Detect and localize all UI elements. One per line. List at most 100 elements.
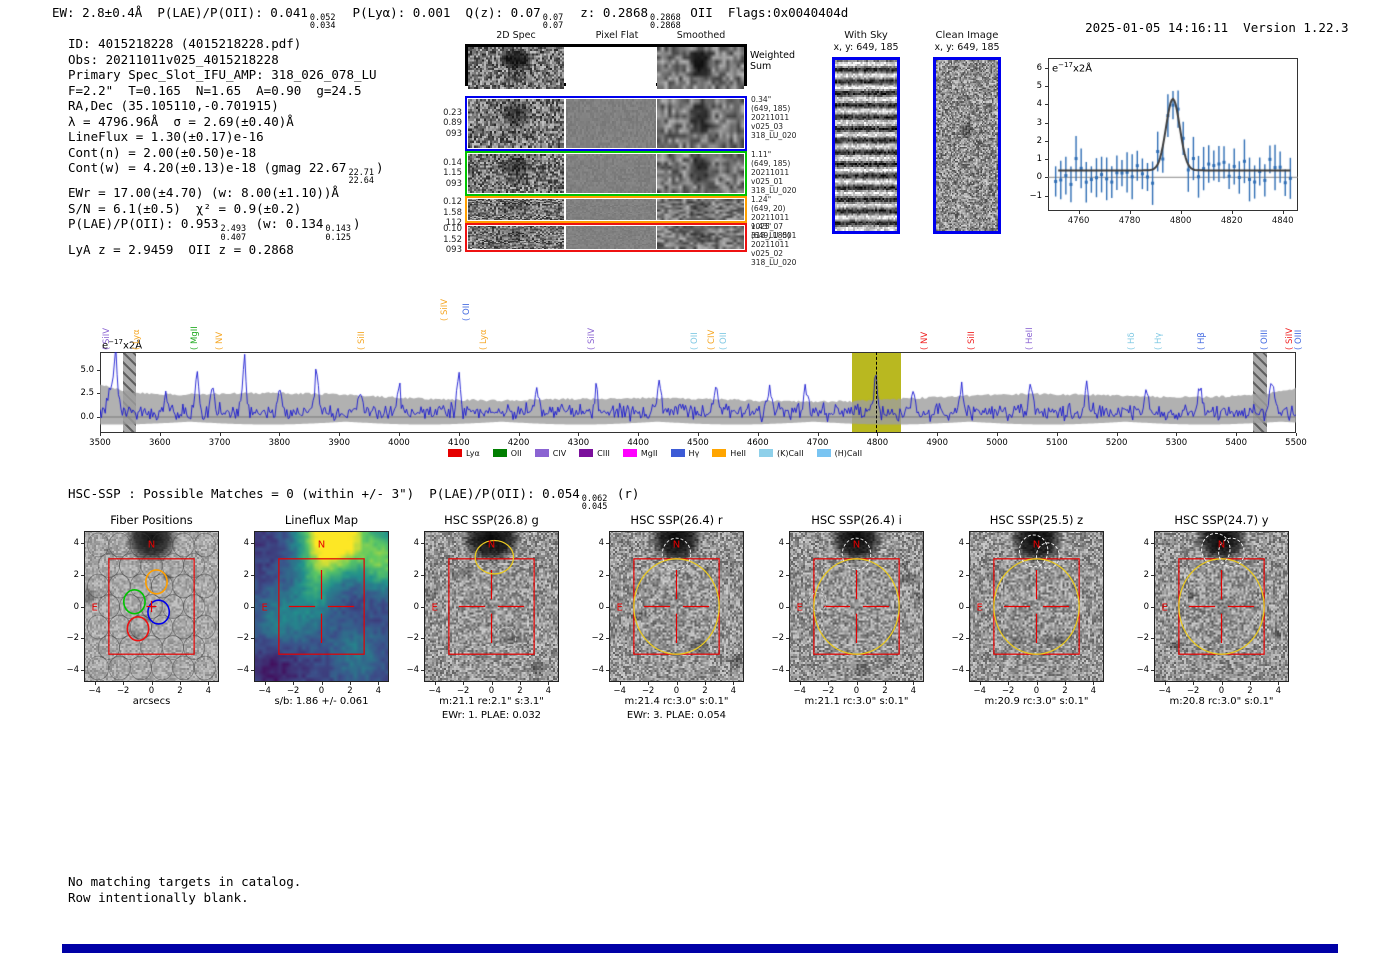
fiber-footprint-circle — [193, 532, 216, 558]
catalog-source-dashed-circle — [841, 537, 872, 571]
legend-label: OII — [510, 448, 522, 458]
fiber-annotation-line: 20211011 — [751, 113, 790, 122]
spec2d-row-weights: 0.14 1.15 093 — [428, 158, 462, 190]
x-tick-mark — [491, 682, 493, 685]
fiber-weight-value: 0.89 — [443, 118, 462, 128]
x-tick-mark — [123, 682, 125, 685]
legend-label: MgII — [640, 448, 658, 458]
fiber-annotation-line: v025_02 — [751, 249, 784, 258]
x-tick-mark — [219, 433, 221, 436]
emission-line-label: ( SiII — [967, 331, 978, 350]
emission-line-label: ( HeII — [1025, 327, 1036, 350]
legend-item: MgII — [622, 448, 658, 458]
fiber-footprint-circle — [140, 594, 163, 619]
x-tick-mark — [1093, 682, 1095, 685]
x-tick-label: 4 — [910, 686, 917, 696]
target-crosshair — [288, 569, 355, 644]
y-tick-label: 0 — [1036, 172, 1042, 183]
fiber-annotation-line: 318_LU_020 — [751, 131, 797, 140]
text-part: ) — [352, 216, 361, 232]
legend-swatch — [448, 449, 462, 457]
x-tick-mark — [518, 433, 520, 436]
aperture-circle — [1178, 558, 1265, 655]
fiber-weight-value: 0.23 — [443, 107, 462, 118]
fiber-footprint-circle — [129, 614, 152, 640]
emission-line-label: ( SiIV — [440, 298, 451, 321]
legend-swatch — [816, 449, 831, 457]
y-tick-label: 4 — [413, 537, 419, 548]
x-tick-mark — [159, 433, 161, 436]
panel-title-y: HSC SSP(24.7) y — [1174, 513, 1269, 527]
y-tick-mark — [966, 670, 969, 672]
x-tick-mark — [94, 682, 96, 685]
spec2d-row — [465, 196, 747, 223]
main-plot-unit-label: e−17x2Å — [102, 338, 143, 352]
x-tick-mark — [817, 433, 819, 436]
x-tick-label: 4 — [375, 686, 382, 696]
y-tick-mark — [1045, 177, 1048, 179]
spec2d-row-weights: 0.10 1.52 093 — [428, 224, 462, 256]
smoothed-image — [657, 99, 744, 148]
text-part: Flags:0x0040404d — [727, 5, 849, 20]
emission-line-label: ( Hγ — [1153, 332, 1164, 350]
main-spectrum-canvas — [100, 352, 1296, 433]
x-tick-label: 0 — [1033, 686, 1040, 696]
emission-line-label: ( NV — [919, 331, 930, 350]
x-tick-mark — [704, 682, 706, 685]
emission-line-label: ( OII — [690, 332, 701, 350]
y-tick-label: 3 — [1036, 117, 1042, 128]
x-tick-mark — [378, 682, 380, 685]
y-tick-mark — [606, 606, 609, 608]
y-tick-mark — [1151, 606, 1154, 608]
text-part: F=2.2" T=0.165 N=1.65 A=0.90 g=24.5 — [68, 82, 362, 98]
compass-north-label: N — [1218, 540, 1225, 551]
spec2d-image — [468, 226, 564, 249]
selected-fiber-circle — [122, 589, 146, 615]
emission-line-label: ( OII — [718, 332, 729, 350]
legend-label: (H)CaII — [834, 448, 863, 458]
y-tick-label: −4 — [236, 665, 249, 676]
panel-title-lineflux: Lineflux Map — [284, 513, 359, 527]
fiber-weight-value: 0.12 — [443, 197, 462, 207]
panel-title-g: HSC SSP(26.8) g — [444, 513, 539, 527]
cutout-overlay-g: NE — [431, 540, 535, 655]
cutout-frame-i — [789, 531, 924, 682]
y-tick-label: 4 — [73, 537, 79, 548]
stacked-fraction: 22.71 22.64 — [348, 168, 375, 187]
with-sky-subtitle: x, y: 649, 185 — [833, 42, 899, 53]
catalog-source-dashed-circle — [661, 537, 692, 571]
x-tick-label: 4820 — [1220, 216, 1243, 226]
x-tick-label: 5500 — [1285, 438, 1307, 448]
x-tick-label: 3700 — [208, 438, 231, 448]
x-tick-label: 4100 — [447, 438, 470, 448]
emission-line-label: ( Hβ — [1196, 332, 1207, 350]
line-center-dashed-marker — [875, 352, 877, 433]
spec2d-image — [468, 47, 564, 89]
info-line: LyA z = 2.9459 OII z = 0.2868 — [68, 242, 384, 258]
emission-line-label: ( CIV — [706, 329, 717, 350]
x-tick-mark — [676, 682, 678, 685]
cutout-frame-g — [424, 531, 559, 682]
fiber-footprint-circle — [161, 553, 184, 578]
y-tick-mark — [421, 638, 424, 640]
fiber-footprint-circle — [119, 553, 142, 578]
text-part: EW: 2.8±0.4Å — [52, 5, 143, 20]
x-tick-mark — [856, 682, 858, 685]
catalog-source-dashed-circle — [1036, 542, 1060, 569]
info-line: Cont(w) = 4.20(±0.13)e-18 (gmag 22.67 22.… — [68, 160, 384, 187]
x-tick-mark — [293, 682, 295, 685]
y-tick-mark — [421, 542, 424, 544]
legend-swatch — [579, 449, 594, 457]
text-part: LineFlux = 1.30(±0.17)e-16 — [68, 129, 264, 144]
x-tick-mark — [1056, 433, 1058, 436]
x-tick-mark — [799, 682, 801, 685]
y-tick-mark — [251, 638, 254, 640]
with-sky-title: With Sky — [844, 30, 888, 41]
y-tick-mark — [1045, 68, 1048, 70]
extraction-box — [108, 558, 195, 655]
smoothed-image — [657, 226, 744, 249]
y-tick-mark — [97, 416, 100, 418]
legend-swatch — [534, 449, 549, 457]
legend-label: (K)CaII — [776, 448, 804, 458]
